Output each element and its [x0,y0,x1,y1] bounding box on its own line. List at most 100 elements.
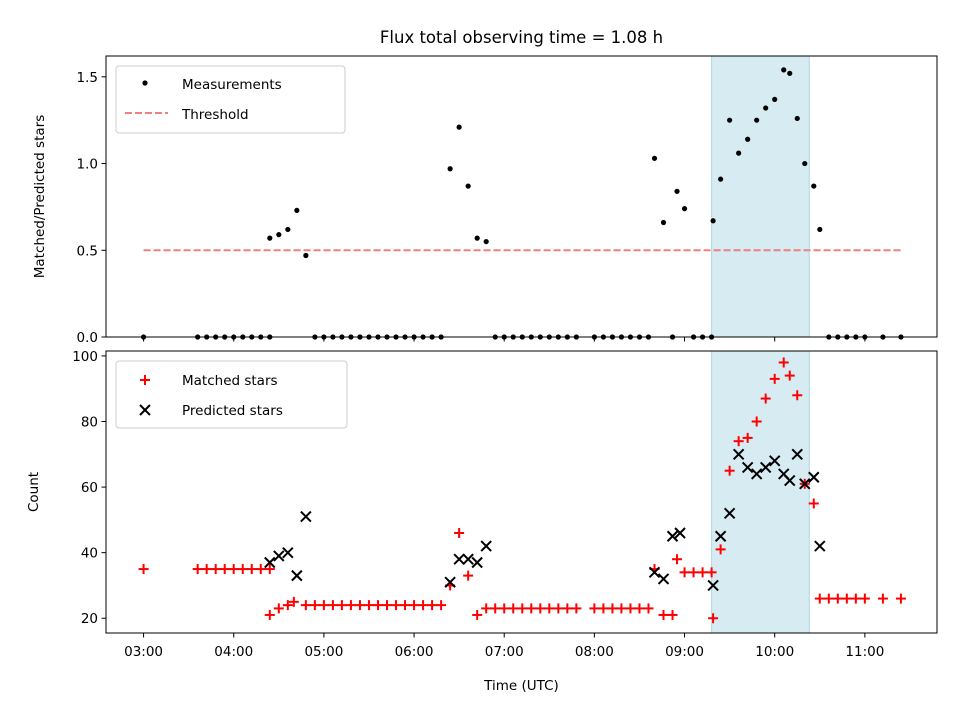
predicted-star-point [273,550,285,562]
x-axis-label: Time (UTC) [483,678,559,694]
ratio-y-tick-label: 1.0 [77,157,98,173]
count-legend-box [115,360,348,429]
matched-star-point [472,609,483,620]
matched-star-point [210,564,221,575]
matched-star-point [336,600,347,611]
matched-star-point [400,600,411,611]
matched-star-point [499,603,510,614]
matched-star-point [808,498,819,509]
matched-star-point [264,609,275,620]
count-y-tick-label: 60 [81,480,98,496]
measurement-point [794,115,800,122]
matched-star-point [724,465,735,476]
matched-star-point [553,603,564,614]
ratio-y-tick-label: 0.0 [77,330,98,346]
matched-star-point [733,436,744,447]
measurement-point [681,206,688,212]
matched-star-point [667,609,678,620]
matched-star-point [490,603,501,614]
matched-star-point [598,603,609,614]
predicted-star-point [300,510,312,523]
matched-star-point [841,593,852,604]
count-x-tick-label: 10:00 [755,644,794,660]
measurement-point [303,252,309,259]
measurement-point [651,155,658,161]
measurement-point [817,226,823,233]
measurement-point [285,226,291,233]
predicted-star-point [462,553,474,565]
ratio-axes-frame [105,55,938,338]
ratio-y-tick-label: 0.5 [77,243,98,259]
matched-star-point [255,564,266,575]
measurement-point [447,166,453,172]
matched-star-point [138,564,149,575]
count-highlight-span [711,350,810,634]
count-x-tick-label: 05:00 [304,644,343,660]
predicted-star-point [808,471,820,483]
legend-matched-label: Matched stars [182,373,278,389]
matched-star-point [658,609,669,620]
count-y-ticks: 20 40 60 80 100 [72,349,106,627]
matched-star-point [436,600,447,611]
count-x-tick-label: 09:00 [665,644,704,660]
measurement-point [660,219,667,226]
matched-star-point [391,600,402,611]
matched-star-point [792,390,803,401]
count-x-tick-label: 03:00 [124,644,163,660]
matched-star-point [589,603,600,614]
count-y-tick-label: 20 [81,611,98,627]
count-marks [138,357,906,624]
predicted-star-point [480,540,492,552]
count-legend: Matched stars Predicted stars [115,360,348,429]
matched-star-point [859,593,870,604]
predicted-star-point [471,556,483,569]
ratio-y-tick-label: 1.5 [77,70,98,86]
matched-star-point [372,600,383,611]
matched-star-point [309,600,320,611]
matched-star-point [382,600,393,611]
matched-star-point [517,603,528,614]
measurement-point [456,124,462,130]
measurement-point [465,183,471,189]
measurement-point [727,117,733,123]
count-y-tick-label: 40 [81,546,98,562]
predicted-star-point [714,530,727,542]
count-x-tick-label: 06:00 [395,644,434,660]
matched-star-point [345,600,356,611]
matched-star-point [282,600,293,611]
matched-star-point [228,564,239,575]
matched-star-point [672,554,683,565]
matched-star-point [895,593,906,604]
matched-star-point [688,567,699,578]
matched-star-point [823,593,834,604]
matched-star-point [778,357,789,368]
count-x-ticks: 03:00 04:00 05:00 06:00 07:00 08:00 09:00 10:00… [124,633,884,660]
legend-measurements-marker [142,80,148,86]
measurement-point [772,96,778,102]
ratio-highlight-span [711,55,810,338]
matched-star-point [508,603,519,614]
predicted-star-point [741,461,754,474]
legend-predicted-label: Predicted stars [182,403,283,419]
measurement-point [294,207,300,213]
legend-predicted-marker [139,404,151,416]
matched-star-point [634,603,645,614]
measurement-point [802,160,808,167]
matched-star-point [192,564,203,575]
measurement-point [754,117,760,123]
matched-star-point [219,564,230,575]
matched-star-point [418,600,429,611]
ratio-y-ticks: 0.0 0.5 1.0 1.5 [77,70,106,346]
matched-star-point [526,603,537,614]
ratio-panel: 0.0 0.5 1.0 1.5 Flux total observing time =… [32,28,938,346]
ratio-legend: Measurements Threshold [115,65,346,134]
measurement-point [710,218,716,224]
matched-star-point [318,600,329,611]
predicted-star-point [723,507,736,520]
legend-measurements-label: Measurements [182,77,282,93]
predicted-star-point [444,576,456,588]
measurement-point [483,238,489,245]
matched-star-point [708,613,719,624]
matched-star-point [706,567,717,578]
